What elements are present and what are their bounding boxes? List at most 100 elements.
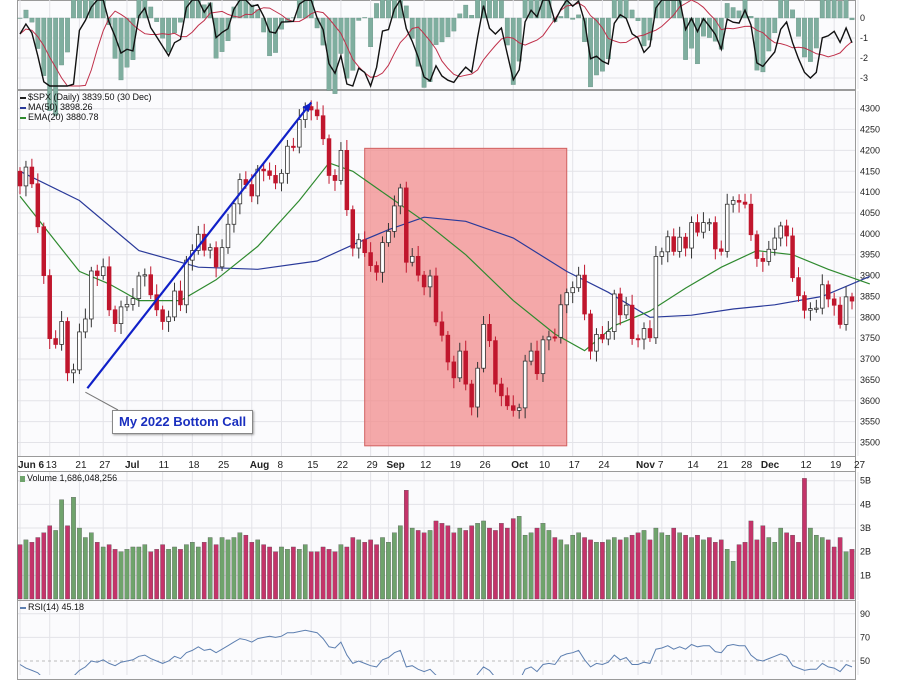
macd-histogram-bar [149, 7, 153, 18]
volume-bar [725, 549, 729, 599]
macd-histogram-bar [434, 18, 438, 45]
date-tick-label: Nov [636, 460, 655, 471]
volume-bar [576, 533, 580, 599]
volume-bar [612, 538, 616, 600]
candle-body [113, 310, 117, 324]
volume-bar [470, 526, 474, 599]
date-tick-label: 10 [539, 460, 551, 471]
date-tick-label: 29 [367, 460, 379, 471]
candle-body [500, 384, 504, 396]
volume-bar [826, 540, 830, 599]
candle-body [167, 317, 171, 322]
volume-bar [59, 500, 63, 599]
volume-bar [654, 528, 658, 599]
candle-body [672, 237, 676, 252]
candle-body [583, 275, 587, 314]
volume-bar [392, 533, 396, 599]
date-tick-label: 21 [75, 460, 87, 471]
volume-bar [327, 549, 331, 599]
candle-body [797, 278, 801, 296]
price-tick-label: 3650 [860, 375, 880, 385]
macd-histogram-bar [18, 18, 22, 19]
macd-histogram-bar [624, 0, 628, 18]
macd-histogram-bar [440, 18, 444, 42]
candle-body [832, 299, 836, 305]
candle-body [517, 408, 521, 411]
volume-bar [65, 526, 69, 599]
candle-body [494, 341, 498, 384]
candle-body [232, 204, 236, 224]
date-tick-label: 8 [277, 460, 283, 471]
macd-histogram-bar [77, 0, 81, 18]
volume-bar [784, 533, 788, 599]
macd-histogram-bar [630, 10, 634, 18]
macd-histogram-bar [172, 18, 176, 33]
candle-body [844, 297, 848, 325]
volume-bar [559, 540, 563, 599]
macd-histogram-bar [796, 18, 800, 36]
candle-body [137, 276, 141, 299]
candle-body [684, 237, 688, 248]
volume-bar [303, 545, 307, 599]
macd-histogram-bar [446, 18, 450, 37]
candle-body [369, 253, 373, 266]
candle-body [315, 110, 319, 116]
volume-bar [434, 521, 438, 599]
volume-bar [226, 540, 230, 599]
volume-bar [196, 547, 200, 599]
volume-bar [24, 540, 28, 599]
date-tick-label: Dec [761, 460, 780, 471]
volume-bar [648, 540, 652, 599]
candle-body [731, 200, 735, 204]
candle-body [826, 285, 830, 299]
date-tick-label: 19 [450, 460, 462, 471]
candle-body [654, 256, 658, 337]
candle-body [761, 258, 765, 261]
candle-body [511, 406, 515, 411]
bottom-call-annotation: My 2022 Bottom Call [112, 410, 253, 434]
macd-histogram-bar [458, 14, 462, 18]
candle-body [30, 167, 34, 184]
macd-histogram-bar [374, 3, 378, 18]
ema20-legend-swatch [20, 117, 26, 119]
volume-bar [18, 545, 22, 599]
volume-bar [184, 545, 188, 599]
volume-bar [166, 549, 170, 599]
candle-body [42, 227, 46, 276]
candle-body [464, 351, 468, 384]
candle-body [719, 249, 723, 252]
volume-bar [101, 547, 105, 599]
volume-bar [380, 538, 384, 600]
macd-histogram-bar [404, 6, 408, 18]
volume-bar [678, 533, 682, 599]
volume-bar [279, 547, 283, 599]
volume-bar [410, 528, 414, 599]
price-tick-label: 4000 [860, 229, 880, 239]
macd-histogram-bar [220, 18, 224, 52]
macd-histogram-bar [826, 0, 830, 18]
candle-body [595, 334, 599, 351]
macd-histogram-bar [24, 10, 28, 18]
macd-histogram-bar [487, 0, 491, 18]
macd-histogram-bar [380, 0, 384, 18]
macd-histogram-bar [463, 5, 467, 18]
candle-body [458, 351, 462, 378]
macd-histogram-bar [576, 15, 580, 18]
candle-body [630, 305, 634, 338]
volume-bar [256, 540, 260, 599]
date-tick-label: 13 [46, 460, 58, 471]
macd-histogram-bar [749, 16, 753, 18]
candle-body [648, 329, 652, 338]
candle-body [820, 285, 824, 308]
candle-body [446, 335, 450, 362]
rsi-tick-label: 90 [860, 609, 870, 619]
volume-bar [273, 552, 277, 599]
candle-body [286, 146, 290, 173]
volume-bar [315, 552, 319, 599]
volume-tick-label: 3B [860, 523, 871, 533]
candle-body [107, 267, 111, 310]
date-tick-label: Oct [511, 460, 528, 471]
volume-bar [149, 552, 153, 599]
macd-histogram-bar [612, 0, 616, 18]
candle-body [488, 324, 492, 340]
